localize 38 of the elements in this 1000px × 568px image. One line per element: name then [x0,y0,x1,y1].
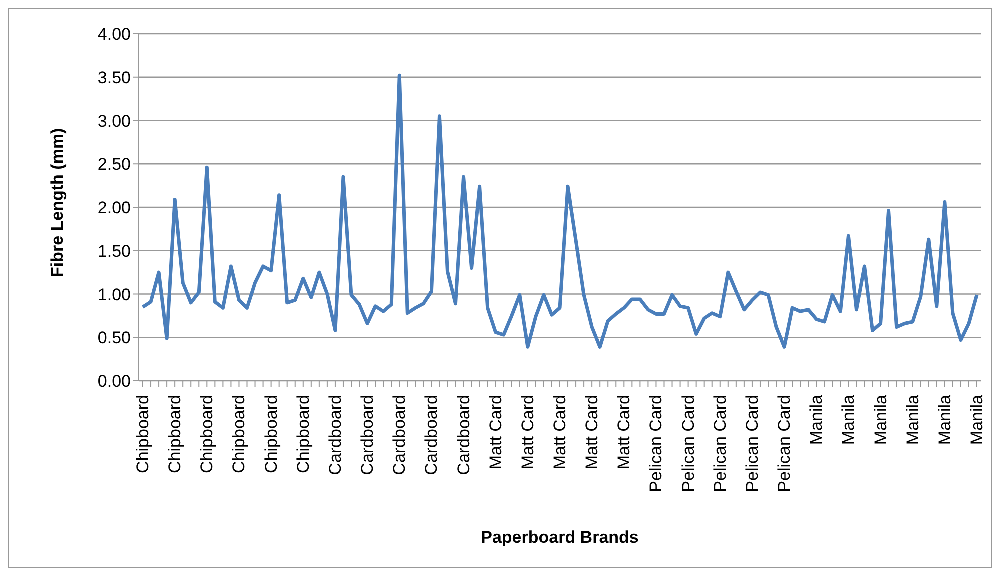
x-tick-label: Cardboard [326,395,345,476]
x-tick-label: Manila [935,394,954,446]
x-tick-label: Chipboard [294,395,313,474]
x-tick-label: Matt Card [518,395,538,470]
x-tick-label: Chipboard [230,395,249,474]
y-tick-label: 4.00 [98,25,131,44]
x-tick-label: Chipboard [198,395,217,474]
x-tick-label: Manila [871,394,890,446]
x-tick-label: Cardboard [358,395,378,476]
x-tick-label: Manila [807,394,826,446]
x-axis-title: Paperboard Brands [481,528,639,547]
x-tick-label: Matt Card [486,395,506,470]
y-tick-label: 1.00 [98,285,131,304]
x-tick-label: Matt Card [582,395,602,470]
x-tick-label: Pelican Card [742,395,762,492]
x-tick-label: Pelican Card [646,395,666,492]
y-tick-label: 3.00 [98,112,131,131]
y-tick-label: 3.50 [98,68,131,88]
y-axis-title: Fibre Length (mm) [48,128,68,278]
x-tick-label: Chipboard [134,395,152,474]
y-tick-label: 2.50 [98,155,131,174]
y-tick-label: 1.50 [98,242,131,261]
x-tick-label: Manila [839,394,858,446]
x-tick-label: Pelican Card [710,395,730,492]
x-tick-label: Cardboard [390,395,410,476]
x-tick-label: Matt Card [550,395,570,470]
x-tick-label: Pelican Card [775,395,794,492]
x-tick-label: Pelican Card [678,395,698,492]
x-tick-label: Manila [903,394,922,446]
y-tick-label: 2.00 [98,198,131,218]
y-tick-label: 0.50 [98,328,131,348]
y-tick-label: 0.00 [98,372,131,392]
x-tick-label: Manila [968,394,986,446]
x-tick-label: Chipboard [166,395,185,474]
x-tick-label: Cardboard [454,395,474,476]
x-tick-label: Chipboard [262,395,281,474]
x-tick-label: Matt Card [614,395,634,470]
x-tick-label: Cardboard [422,395,442,476]
